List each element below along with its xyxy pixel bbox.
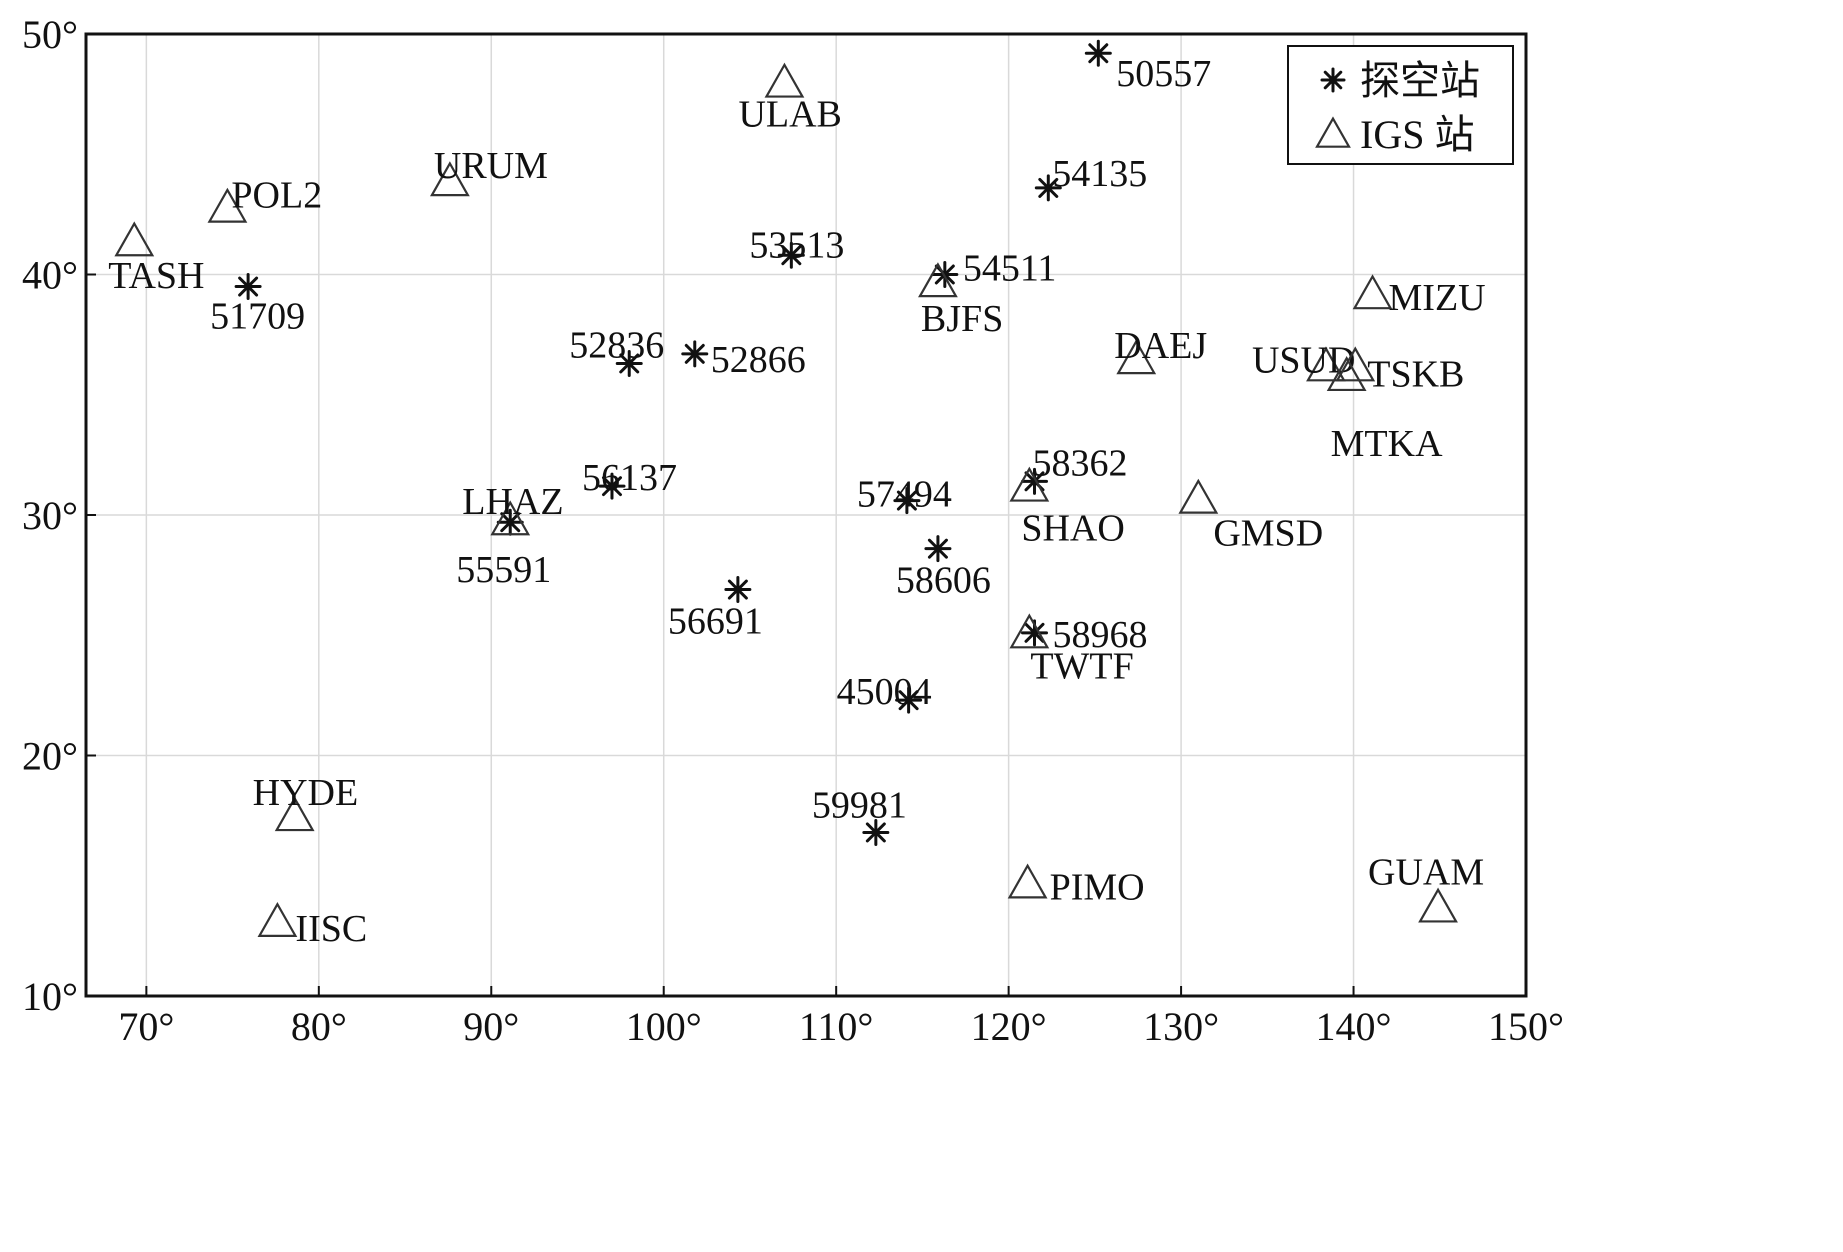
asterisk-point [1084, 39, 1112, 67]
legend-triangle-icon [1315, 116, 1351, 148]
triangle-point [1116, 339, 1157, 375]
point-label: 58362 [1033, 442, 1128, 484]
point-label: GMSD [1213, 513, 1323, 555]
x-axis-ticks: 70° 80° 90° 100° 110° 120° 130° 140° 150° [118, 986, 1564, 1049]
point-label: POL2 [231, 175, 322, 217]
x-tick-label: 110° [799, 1004, 874, 1049]
asterisk-point [724, 576, 752, 604]
point-label: PIMO [1050, 866, 1145, 908]
point-label: 58968 [1053, 614, 1148, 656]
point-label: 53513 [749, 224, 844, 266]
point-label: GUAM [1368, 851, 1484, 893]
y-tick-label: 20° [22, 734, 78, 779]
asterisk-point [924, 535, 952, 563]
point-label: 54135 [1052, 153, 1147, 195]
triangle-point [1335, 346, 1376, 382]
asterisk-point [895, 686, 923, 714]
y-tick-label: 10° [22, 974, 78, 1019]
point-label: 57494 [857, 474, 952, 516]
asterisk-point [1034, 174, 1062, 202]
plot-frame [84, 32, 1528, 998]
x-tick-label: 80° [291, 1004, 347, 1049]
legend: 探空站 IGS 站 [1287, 45, 1514, 165]
asterisk-point [777, 241, 805, 269]
point-label: MIZU [1389, 277, 1486, 319]
point-label: IISC [295, 908, 367, 950]
triangle-point [1418, 887, 1458, 923]
point-label: ULAB [738, 94, 841, 136]
y-axis-ticks: 10° 20° 30° 40° 50° [22, 12, 96, 1019]
point-label: TASH [108, 255, 204, 297]
x-tick-label: 120° [971, 1004, 1047, 1049]
point-label: 59981 [812, 784, 907, 826]
point-label: TSKB [1367, 353, 1464, 395]
grid-lines [86, 34, 1526, 996]
triangle-point [490, 500, 531, 536]
x-tick-label: 90° [463, 1004, 519, 1049]
triangle-point [257, 901, 298, 937]
triangle-point [764, 62, 805, 98]
point-label: LHAZ [462, 481, 563, 523]
x-tick-label: 150° [1488, 1004, 1564, 1049]
y-tick-label: 30° [22, 493, 78, 538]
point-label: DAEJ [1114, 325, 1207, 367]
asterisk-point [598, 472, 626, 500]
triangle-point [1009, 466, 1050, 502]
legend-entries: 探空站 IGS 站 [1315, 58, 1480, 157]
x-tick-label: 70° [118, 1004, 174, 1049]
point-label: 55591 [456, 549, 551, 591]
triangle-point [114, 221, 155, 257]
legend-label: IGS 站 [1360, 112, 1474, 157]
asterisk-point [496, 508, 524, 536]
series-sounding: 50557 54135 53513 54511 51709 52836 52866 56137… [210, 39, 1211, 846]
triangle-point [918, 262, 958, 298]
legend-label: 探空站 [1360, 58, 1480, 103]
point-label: 51709 [210, 296, 305, 338]
point-label: 58606 [896, 560, 991, 602]
triangle-point [1178, 478, 1219, 514]
point-label: SHAO [1021, 508, 1124, 550]
triangle-point [1306, 346, 1346, 382]
data-points: 50557 54135 53513 54511 51709 52836 52866 56137… [108, 39, 1486, 950]
asterisk-point [681, 340, 709, 368]
triangle-point [429, 161, 470, 197]
point-label: 56137 [582, 457, 677, 499]
point-label: BJFS [921, 298, 1003, 340]
y-tick-label: 40° [22, 253, 78, 298]
point-label: 52836 [569, 324, 664, 366]
asterisk-point [862, 818, 890, 846]
point-label: 56691 [668, 601, 763, 643]
y-tick-label: 50° [22, 12, 78, 57]
legend-box [1287, 45, 1514, 165]
point-label: 45004 [837, 671, 932, 713]
legend-asterisk-icon [1320, 67, 1346, 93]
x-tick-label: 140° [1316, 1004, 1392, 1049]
triangle-point [274, 796, 315, 832]
asterisk-point [893, 487, 921, 515]
asterisk-point [615, 349, 643, 377]
x-tick-label: 130° [1143, 1004, 1219, 1049]
triangle-point [1009, 613, 1050, 649]
point-label: MTKA [1331, 423, 1443, 465]
triangle-point [1352, 274, 1393, 310]
point-label: 50557 [1116, 53, 1211, 95]
point-label: TWTF [1030, 645, 1133, 687]
point-label: URUM [434, 145, 548, 187]
asterisk-point [234, 273, 262, 301]
triangle-point [1007, 863, 1048, 899]
point-label: HYDE [253, 772, 359, 814]
triangle-point [1326, 356, 1367, 392]
x-tick-label: 100° [626, 1004, 702, 1049]
point-label: 54511 [963, 248, 1057, 290]
point-label: 52866 [711, 339, 806, 381]
triangle-point [207, 187, 248, 223]
